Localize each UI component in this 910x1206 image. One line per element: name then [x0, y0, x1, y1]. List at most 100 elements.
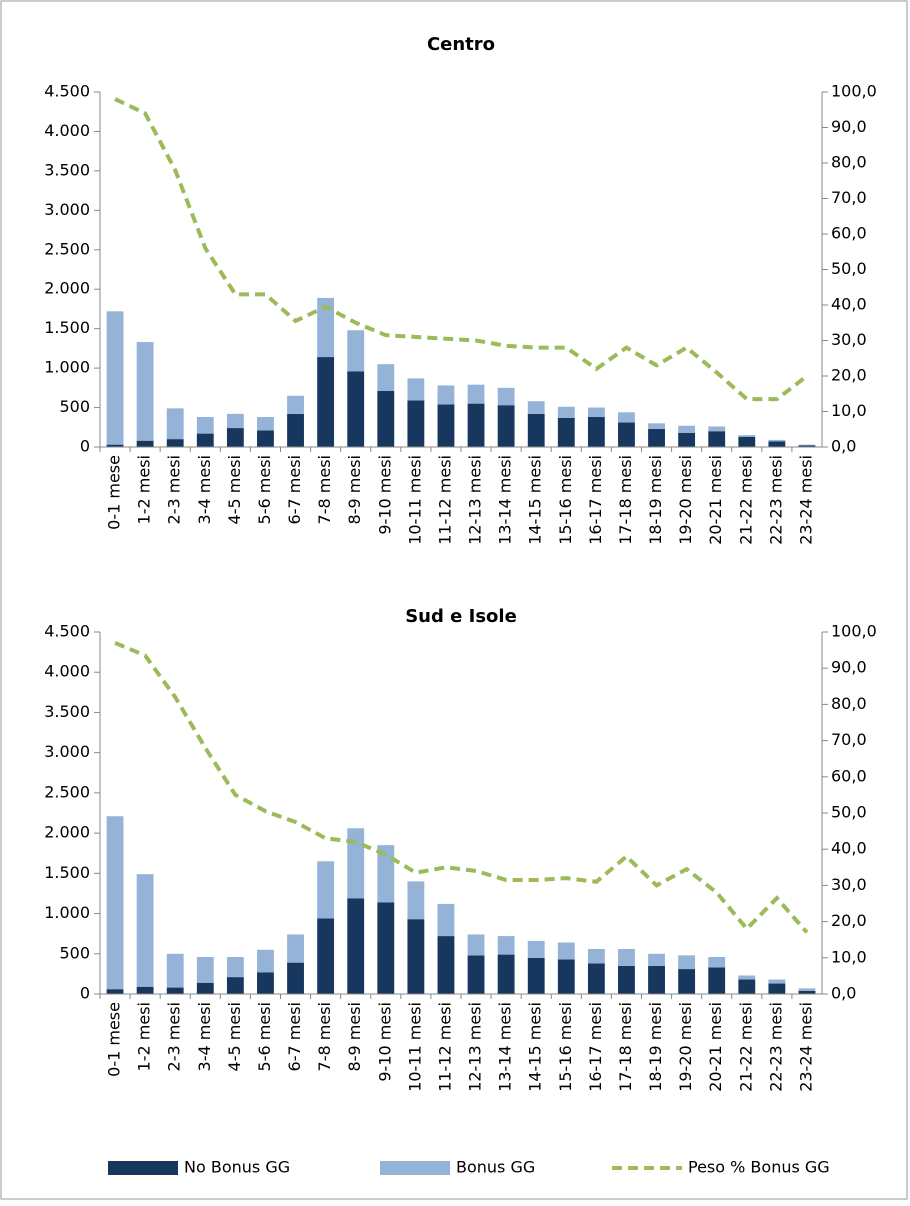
bar: [257, 949, 274, 973]
bar: [798, 444, 816, 446]
y-tick-label: 2.000: [44, 279, 90, 298]
x-tick-label: 16-17 mesi: [586, 455, 605, 545]
x-tick-label: 18-19 mesi: [646, 1002, 665, 1092]
bar: [287, 395, 304, 414]
y2-tick-label: 100,0: [831, 82, 877, 101]
bar: [347, 828, 365, 899]
bar: [287, 934, 304, 963]
x-tick-label: 18-19 mesi: [646, 455, 665, 545]
y-tick-label: 4.500: [44, 622, 90, 641]
y-tick-label: 1.000: [44, 358, 90, 377]
x-tick-label: 9-10 mesi: [375, 1002, 394, 1082]
x-tick-label: 10-11 mesi: [405, 455, 424, 545]
y-tick-label: 500: [59, 397, 90, 416]
bar: [587, 948, 605, 964]
y-tick-label: 1.000: [44, 903, 90, 922]
bar: [407, 881, 425, 920]
bar: [437, 936, 455, 994]
y2-tick-label: 40,0: [831, 295, 867, 314]
bar: [527, 413, 545, 447]
y-tick-label: 4.000: [44, 662, 90, 681]
bar: [497, 954, 515, 994]
bar: [678, 432, 696, 447]
x-tick-label: 12-13 mesi: [466, 455, 485, 545]
y2-tick-label: 50,0: [831, 259, 867, 278]
x-tick-label: 4-5 mesi: [225, 1002, 244, 1071]
bar: [287, 962, 304, 994]
y2-tick-label: 20,0: [831, 366, 867, 385]
chart-title: Centro: [427, 34, 495, 55]
bar: [257, 417, 274, 431]
bar: [618, 948, 635, 966]
bar: [166, 439, 184, 447]
bar: [136, 986, 154, 994]
bar: [226, 428, 244, 447]
x-tick-label: 2-3 mesi: [165, 455, 184, 524]
y-tick-label: 1.500: [44, 318, 90, 337]
bar: [226, 413, 244, 429]
bar: [738, 435, 756, 437]
x-tick-label: 2-3 mesi: [165, 1002, 184, 1071]
bar: [317, 918, 335, 994]
x-tick-label: 5-6 mesi: [255, 1002, 274, 1071]
bar: [196, 956, 214, 983]
bar: [106, 989, 124, 994]
bar: [497, 405, 515, 447]
bar: [467, 934, 485, 956]
x-tick-label: 12-13 mesi: [466, 1002, 485, 1092]
bar: [287, 413, 304, 447]
bar: [708, 426, 726, 432]
y2-tick-label: 30,0: [831, 330, 867, 349]
x-tick-label: 0-1 mese: [105, 455, 124, 530]
bar: [678, 425, 696, 433]
bar: [648, 953, 665, 966]
bar: [587, 407, 605, 418]
bar: [136, 874, 154, 987]
bar: [738, 436, 756, 447]
y2-tick-label: 90,0: [831, 658, 867, 677]
y2-tick-label: 80,0: [831, 153, 867, 172]
bar: [798, 988, 816, 991]
x-tick-label: 7-8 mesi: [315, 455, 334, 524]
bar: [557, 417, 575, 447]
bar: [587, 417, 605, 447]
x-tick-label: 13-14 mesi: [496, 455, 515, 545]
legend-label: No Bonus GG: [184, 1158, 290, 1177]
legend-swatch: [108, 1161, 178, 1175]
bar: [618, 412, 635, 423]
bar: [467, 403, 485, 447]
bar: [557, 942, 575, 960]
y2-tick-label: 0,0: [831, 984, 856, 1003]
bar: [347, 371, 365, 447]
x-tick-label: 7-8 mesi: [315, 1002, 334, 1071]
bar: [136, 440, 154, 447]
bar: [527, 401, 545, 414]
x-tick-label: 11-12 mesi: [435, 455, 454, 545]
x-tick-label: 3-4 mesi: [195, 455, 214, 524]
bar: [136, 342, 154, 441]
bar: [648, 423, 665, 429]
legend-label: Bonus GG: [456, 1158, 535, 1177]
x-tick-label: 21-22 mesi: [736, 1002, 755, 1092]
y2-tick-label: 80,0: [831, 694, 867, 713]
bar: [557, 406, 575, 418]
x-tick-label: 16-17 mesi: [586, 1002, 605, 1092]
x-tick-label: 10-11 mesi: [405, 1002, 424, 1092]
bar: [497, 387, 515, 406]
bar: [738, 975, 756, 980]
x-tick-label: 15-16 mesi: [556, 1002, 575, 1092]
bar: [196, 982, 214, 994]
y2-tick-label: 0,0: [831, 437, 856, 456]
bar: [437, 385, 455, 405]
bar: [768, 979, 786, 984]
x-tick-label: 8-9 mesi: [345, 455, 364, 524]
bar: [347, 898, 365, 994]
y2-tick-label: 40,0: [831, 839, 867, 858]
bar: [196, 417, 214, 434]
bar: [407, 919, 425, 994]
y2-tick-label: 20,0: [831, 911, 867, 930]
legend-label: Peso % Bonus GG: [688, 1158, 830, 1177]
bar: [708, 956, 726, 968]
y2-tick-label: 70,0: [831, 730, 867, 749]
